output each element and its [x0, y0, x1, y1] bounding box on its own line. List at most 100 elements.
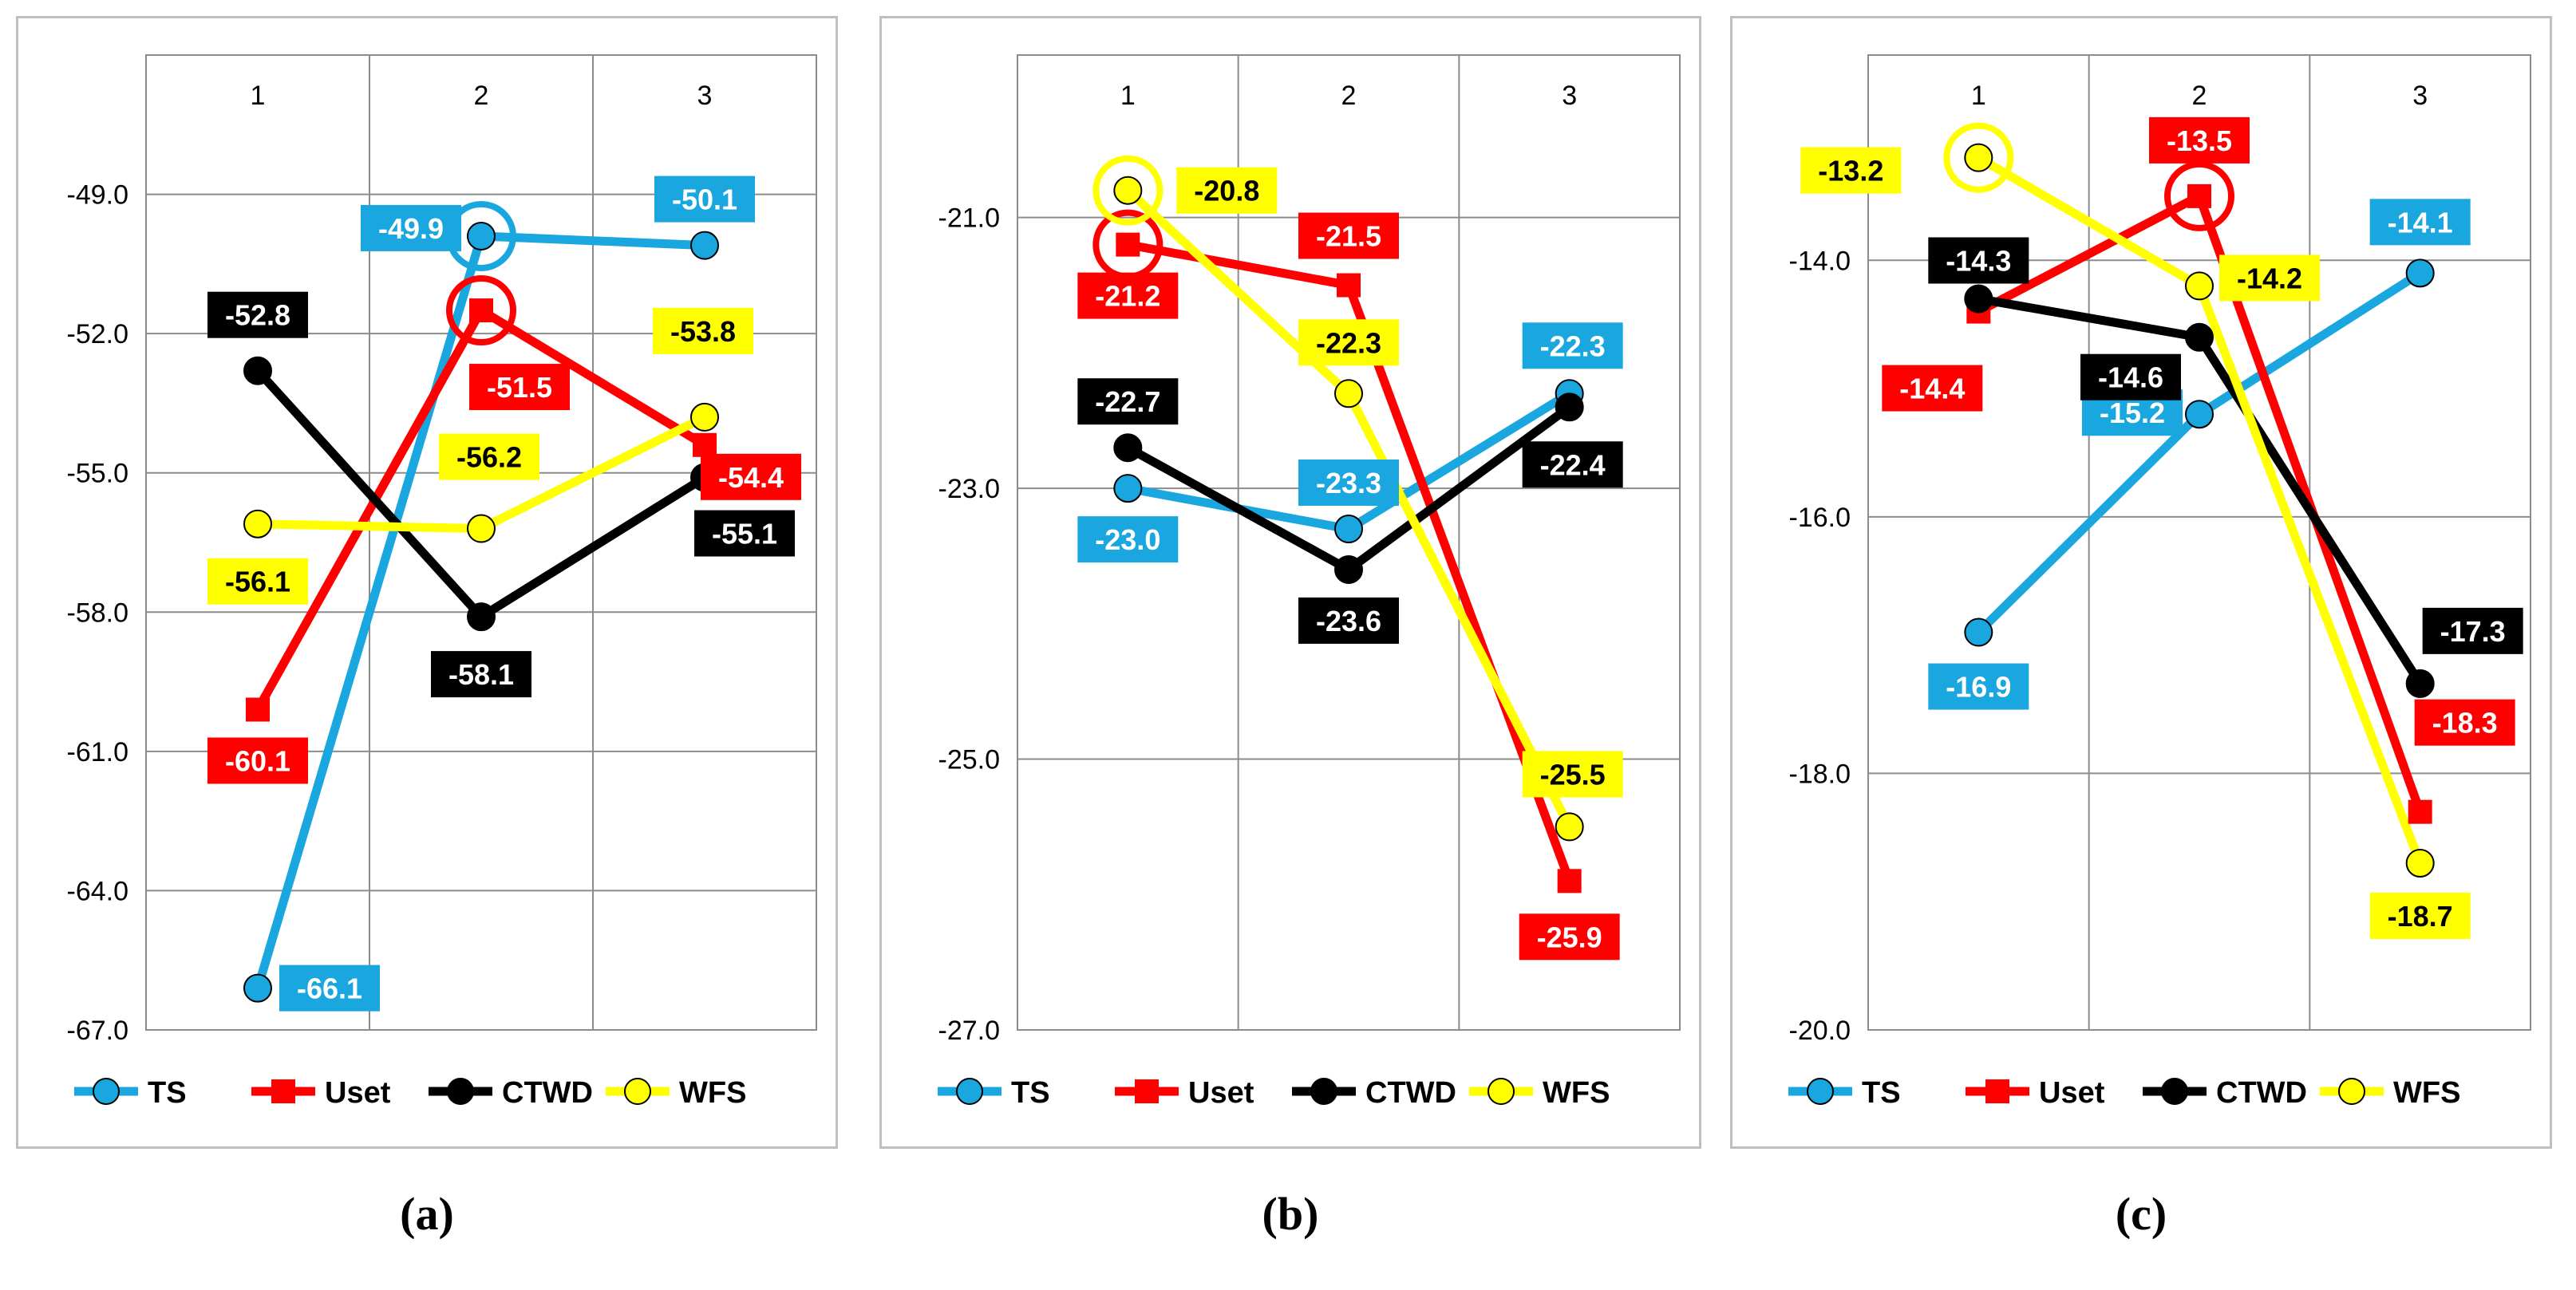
data-point-uset [469, 298, 493, 323]
data-label-box [1077, 516, 1179, 563]
data-label-ctwd: -17.3 [2422, 607, 2523, 654]
data-label-box [431, 651, 531, 698]
x-tick-label: 3 [697, 81, 713, 111]
caption-b: (b) [1262, 1188, 1319, 1240]
caption-c: (c) [2115, 1188, 2167, 1240]
data-label-text: -18.3 [2432, 707, 2498, 740]
data-point-ctwd [1334, 554, 1363, 584]
data-label-text: -58.1 [448, 658, 514, 691]
data-label-text: -23.0 [1095, 523, 1160, 556]
legend-label: WFS [2393, 1076, 2460, 1110]
chart-panel-c: -20.0 -18.0 -16.0 -14.0 1 2 3 -16.9 -15.2 -14.1 -1… [1730, 16, 2552, 1149]
legend-marker [271, 1079, 295, 1103]
data-label-text: -60.1 [225, 744, 290, 777]
legend-label: Uset [325, 1076, 391, 1110]
y-tick-label: -52.0 [67, 319, 129, 349]
legend-label: TS [148, 1076, 187, 1110]
data-label-box [2369, 199, 2471, 246]
legend-item-uset: Uset [251, 1076, 391, 1110]
data-label-box [279, 965, 380, 1012]
data-label-text: -20.8 [1194, 175, 1259, 207]
data-label-wfs: -18.7 [2369, 892, 2471, 939]
data-label-wfs: -53.8 [653, 307, 753, 354]
legend-label: TS [1862, 1076, 1901, 1110]
data-label-wfs: -22.3 [1298, 319, 1399, 366]
data-point-ctwd [1964, 284, 1993, 314]
data-point-wfs [467, 514, 496, 543]
chart-a: -67.0 -64.0 -61.0 -58.0 -55.0 -52.0 -49.0 1 2 3 -6… [67, 54, 817, 1110]
data-point-ctwd [2405, 669, 2435, 698]
legend-item-ts: TS [74, 1076, 187, 1110]
highlight-ring-uset [446, 275, 516, 346]
data-label-text: -23.6 [1316, 605, 1381, 637]
chart-panel-a: -67.0 -64.0 -61.0 -58.0 -55.0 -52.0 -49.0 1 2 3 -6… [16, 16, 838, 1149]
data-label-box [1928, 663, 2029, 710]
data-point-ts [2405, 258, 2435, 288]
data-label-ts: -23.0 [1077, 516, 1179, 563]
data-label-wfs: -25.5 [1522, 751, 1623, 798]
data-label-box [2369, 892, 2471, 939]
data-label-text: -56.2 [456, 441, 522, 474]
data-point-wfs [243, 509, 272, 538]
data-label-wfs: -56.1 [207, 558, 308, 605]
data-point-uset [693, 432, 717, 457]
data-label-text: -15.2 [2100, 396, 2165, 429]
data-label-ctwd: -23.6 [1298, 597, 1399, 644]
y-tick-label: -61.0 [67, 737, 129, 767]
x-tick-label: 1 [1971, 81, 1986, 111]
data-label-text: -22.3 [1540, 329, 1606, 362]
data-label-text: -25.5 [1540, 758, 1606, 791]
data-label-box [2219, 254, 2320, 302]
data-label-ctwd: -22.4 [1522, 441, 1623, 488]
data-label-text: -51.5 [487, 371, 552, 404]
data-point-uset [1116, 232, 1140, 257]
data-label-uset: -14.4 [1882, 365, 1983, 412]
legend-marker [1135, 1079, 1159, 1103]
legend-marker [1807, 1078, 1834, 1105]
y-tick-label: -18.0 [1789, 759, 1851, 789]
data-label-box [1298, 319, 1399, 366]
y-tick-label: -67.0 [67, 1016, 129, 1046]
data-label-ctwd: -55.1 [694, 510, 795, 557]
x-tick-label: 1 [1120, 81, 1136, 111]
data-label-text: -14.2 [2237, 262, 2302, 294]
legend-marker [2338, 1078, 2365, 1105]
x-tick-label: 3 [1562, 81, 1577, 111]
series-line-wfs [1973, 153, 2425, 868]
data-label-box [1522, 322, 1623, 369]
y-tick-label: -27.0 [938, 1016, 1001, 1046]
data-label-box [207, 291, 308, 338]
data-label-text: -22.4 [1540, 448, 1606, 481]
data-point-ts [243, 973, 272, 1003]
y-tick-label: -25.0 [938, 745, 1001, 775]
data-label-ctwd: -58.1 [431, 651, 531, 698]
data-label-ts: -66.1 [279, 965, 380, 1012]
legend-item-ctwd: CTWD [1292, 1076, 1456, 1110]
y-tick-label: -16.0 [1789, 503, 1851, 533]
data-label-box [1519, 913, 1620, 961]
data-label-text: -25.9 [1537, 921, 1602, 953]
data-point-ts [1964, 617, 1993, 647]
legend-label: TS [1011, 1076, 1050, 1110]
y-tick-label: -21.0 [938, 203, 1001, 234]
data-point-wfs [1555, 812, 1584, 842]
data-label-text: -22.7 [1095, 385, 1160, 418]
data-label-box [207, 737, 308, 784]
data-point-ts [690, 231, 719, 260]
y-tick-label: -64.0 [67, 876, 129, 906]
data-label-text: -14.1 [2388, 206, 2453, 239]
data-label-uset: -18.3 [2414, 699, 2515, 746]
data-label-text: -21.2 [1095, 280, 1160, 313]
data-label-box [1298, 460, 1399, 507]
data-label-text: -21.5 [1316, 220, 1381, 253]
legend-label: Uset [2039, 1076, 2105, 1110]
data-label-box [653, 307, 753, 354]
data-label-box [207, 558, 308, 605]
data-point-ctwd [467, 602, 496, 632]
data-label-wfs: -56.2 [439, 433, 539, 480]
data-label-box [361, 204, 461, 251]
data-point-uset [2187, 183, 2211, 208]
legend-marker [2161, 1078, 2188, 1105]
data-label-text: -22.3 [1316, 326, 1381, 359]
y-tick-label: -14.0 [1789, 246, 1851, 276]
